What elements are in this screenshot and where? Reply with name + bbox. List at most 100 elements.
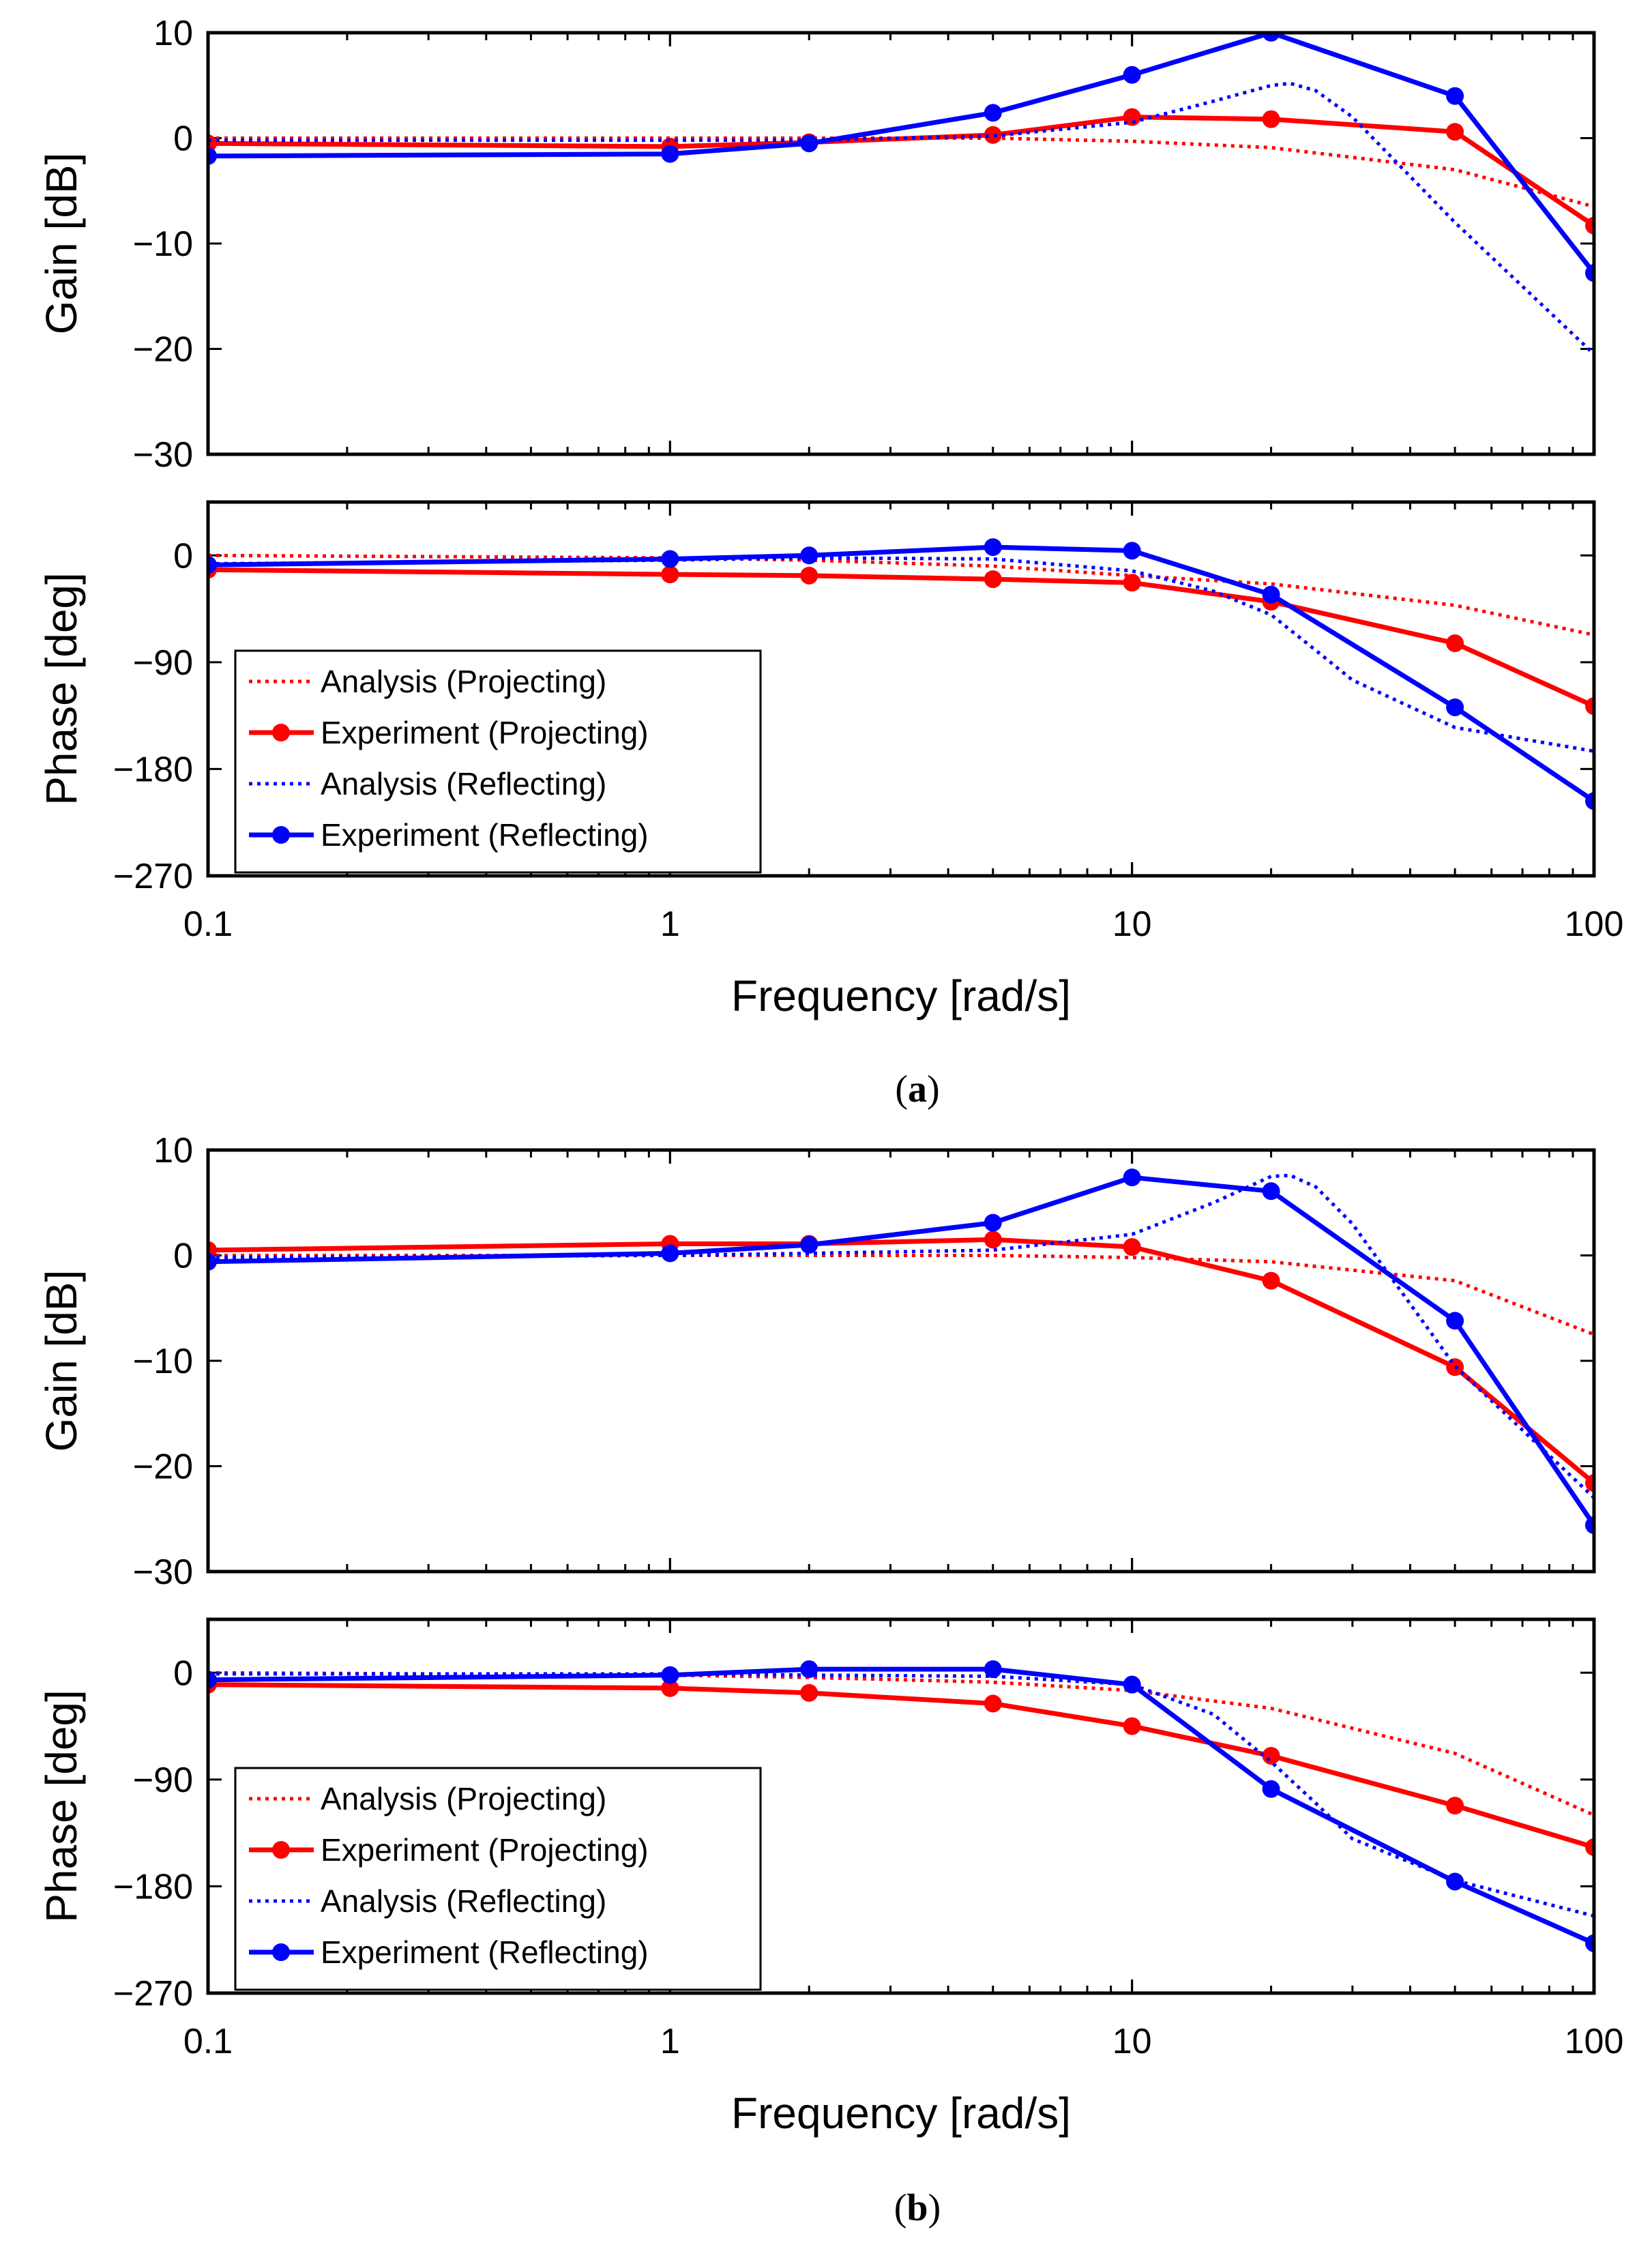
- y-tick-label: −180: [113, 1867, 193, 1906]
- data-point: [1123, 542, 1141, 560]
- y-tick-label: −20: [133, 330, 193, 370]
- data-point: [208, 1252, 217, 1271]
- caption-open-paren: (: [894, 2187, 907, 2229]
- legend-entry: Experiment (Projecting): [321, 1832, 649, 1868]
- series-line-experiment-projecting: [208, 567, 1594, 709]
- data-point: [1123, 574, 1141, 592]
- caption-close-paren: ): [928, 2187, 941, 2229]
- data-point: [1446, 123, 1464, 141]
- data-point: [1262, 1182, 1280, 1201]
- x-tick-label: 100: [1565, 904, 1624, 944]
- y-tick-label: −270: [113, 857, 193, 896]
- data-point: [1585, 1838, 1594, 1857]
- data-point: [1262, 110, 1280, 128]
- data-point: [661, 1666, 679, 1684]
- data-point: [1446, 1797, 1464, 1815]
- series-line-experiment-reflecting: [208, 33, 1594, 275]
- y-tick-label: −30: [133, 435, 193, 475]
- data-point: [1123, 1168, 1141, 1187]
- series-group: [208, 33, 1594, 356]
- series-group: [208, 1660, 1594, 1952]
- data-point: [1446, 698, 1464, 716]
- figure-caption: (a): [895, 1068, 939, 1110]
- phase-subplot: 0 −90 −180 −270 Phase [deg] Analysis (Project…: [37, 1617, 1596, 2014]
- x-tick-label: 10: [1112, 904, 1152, 944]
- data-point: [1123, 1717, 1141, 1735]
- legend-entry: Analysis (Reflecting): [321, 766, 606, 801]
- y-tick-label: −10: [133, 1342, 193, 1381]
- x-axis-label: Frequency [rad/s]: [731, 971, 1071, 1020]
- plot-frame: [206, 1617, 1596, 1995]
- data-point: [661, 565, 679, 584]
- gain-ylabel: Gain [dB]: [37, 1270, 86, 1452]
- legend-entry: Analysis (Projecting): [321, 664, 606, 699]
- data-point: [1446, 1872, 1464, 1891]
- series-line-experiment-reflecting: [208, 1666, 1594, 1946]
- data-point: [1585, 1474, 1594, 1492]
- data-point: [208, 147, 217, 165]
- y-tick-label: −90: [133, 643, 193, 683]
- y-tick-label: 10: [153, 1131, 193, 1170]
- x-ticks: [207, 33, 1595, 454]
- series-line-analysis-projecting: [208, 136, 1594, 209]
- legend: Analysis (Projecting) Experiment (Project…: [234, 1767, 762, 1991]
- data-point: [984, 1694, 1002, 1713]
- x-tick-label: 0.1: [183, 904, 233, 944]
- data-point: [800, 566, 818, 585]
- legend-marker: [272, 724, 290, 741]
- data-point: [661, 1679, 679, 1697]
- series-line-analysis-reflecting: [208, 1173, 1594, 1499]
- series-group: [208, 1168, 1594, 1535]
- phase-ylabel: Phase [deg]: [37, 1690, 86, 1923]
- data-point: [984, 1213, 1002, 1232]
- series-line-analysis-projecting: [208, 553, 1594, 637]
- y-tick-label: −20: [133, 1447, 193, 1487]
- data-point: [1262, 585, 1280, 604]
- x-ticks: [207, 1150, 1595, 1572]
- y-tick-label: 0: [173, 1653, 193, 1693]
- legend-entry: Experiment (Reflecting): [321, 1934, 649, 1970]
- legend-marker: [272, 826, 290, 844]
- y-tick-label: 0: [173, 536, 193, 576]
- gain-subplot: 10 0 −10 −20 −30 Gain [dB]: [37, 14, 1596, 475]
- x-tick-label: 100: [1565, 2022, 1624, 2061]
- data-point: [208, 556, 217, 574]
- data-point: [1446, 87, 1464, 105]
- y-tick-label: 0: [173, 119, 193, 159]
- data-point: [984, 1660, 1002, 1679]
- x-tick-label: 1: [660, 904, 680, 944]
- series-line-analysis-reflecting: [208, 81, 1594, 356]
- legend-marker: [272, 1841, 290, 1859]
- figure-caption: (b): [894, 2187, 941, 2229]
- data-point: [800, 134, 818, 153]
- y-tick-label: −180: [113, 750, 193, 789]
- caption-close-paren: ): [927, 1068, 940, 1110]
- series-line-experiment-projecting: [208, 1237, 1594, 1485]
- legend-box: [234, 649, 762, 874]
- data-point: [661, 1244, 679, 1263]
- series-line-experiment-reflecting: [208, 544, 1594, 804]
- y-tick-label: −270: [113, 1974, 193, 2014]
- x-tick-label: 0.1: [183, 2022, 233, 2061]
- data-point: [208, 1670, 217, 1689]
- data-point: [1123, 1238, 1141, 1256]
- data-point: [800, 1660, 818, 1679]
- data-point: [661, 145, 679, 163]
- data-point: [1123, 108, 1141, 126]
- legend-entry: Experiment (Projecting): [321, 715, 649, 750]
- plot-frame: [206, 31, 1596, 456]
- y-tick-label: 10: [153, 14, 193, 53]
- data-point: [1262, 1271, 1280, 1290]
- plot-frame: [206, 500, 1596, 878]
- legend: Analysis (Projecting) Experiment (Project…: [234, 649, 762, 874]
- data-point: [1585, 1516, 1594, 1535]
- data-point: [1585, 216, 1594, 235]
- data-point: [1585, 1934, 1594, 1952]
- data-point: [984, 570, 1002, 589]
- caption-open-paren: (: [895, 1068, 908, 1110]
- y-tick-label: −30: [133, 1552, 193, 1592]
- series-line-experiment-projecting: [208, 1682, 1594, 1850]
- legend-entry: Experiment (Reflecting): [321, 817, 649, 853]
